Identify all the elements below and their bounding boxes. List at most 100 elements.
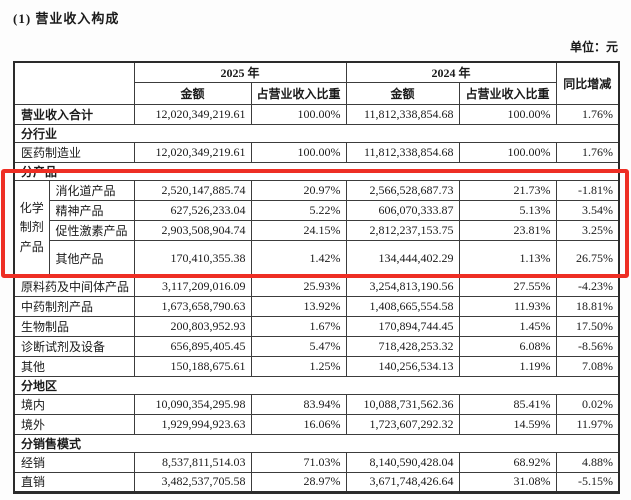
revenue-table: 2025 年 2024 年 同比增减 金额 占营业收入比重 金额 占营业收入比重… xyxy=(13,61,621,494)
row-label-cell: 境外 xyxy=(13,413,135,435)
table-row: 境内 10,090,354,295.98 83.94% 10,088,731,562.… xyxy=(13,393,620,415)
value-cell: 13.92% xyxy=(250,295,347,317)
value-cell: 2,566,528,687.73 xyxy=(345,179,460,201)
value-cell: 3,117,209,016.09 xyxy=(133,275,252,297)
group-label-text: 化学制剂产品 xyxy=(19,201,44,254)
value-cell: 170,894,744.45 xyxy=(345,315,460,337)
value-cell: 20.97% xyxy=(250,179,347,201)
section-label-cell: 分地区 xyxy=(13,375,620,395)
section-label-cell: 分行业 xyxy=(13,123,620,143)
value-cell: 0.02% xyxy=(555,393,620,415)
row-label-cell: 其他 xyxy=(13,355,135,377)
value-cell: 134,444,402.29 xyxy=(345,239,460,277)
value-cell: 2,520,147,885.74 xyxy=(133,179,252,201)
table-row: 其他 150,188,675.61 1.25% 140,256,534.13 1.19%… xyxy=(13,355,620,377)
value-cell: 24.15% xyxy=(250,219,347,241)
row-label-cell: 促性激素产品 xyxy=(48,219,135,241)
value-cell: -1.81% xyxy=(555,179,620,201)
value-cell: 23.81% xyxy=(458,219,557,241)
unit-label: 单位：元 xyxy=(569,40,618,54)
value-cell: 1.25% xyxy=(250,355,347,377)
value-cell: 656,895,405.45 xyxy=(133,335,252,357)
value-cell: 3,254,813,190.56 xyxy=(345,275,460,297)
table-row: 经销 8,537,811,514.03 71.03% 8,140,590,428.04… xyxy=(13,451,620,473)
value-cell: 100.00% xyxy=(458,103,557,125)
value-cell: 12,020,349,219.61 xyxy=(133,103,252,125)
value-cell: 11,812,338,854.68 xyxy=(345,103,460,125)
section-label-cell: 分销售模式 xyxy=(13,433,620,453)
value-cell: 16.06% xyxy=(250,413,347,435)
value-cell: 3.54% xyxy=(555,199,620,221)
value-cell: 1.19% xyxy=(458,355,557,377)
value-cell: 5.47% xyxy=(250,335,347,357)
value-cell: 12,020,349,219.61 xyxy=(133,141,252,163)
value-cell: 25.93% xyxy=(250,275,347,297)
value-cell: 17.50% xyxy=(555,315,620,337)
value-cell: 85.41% xyxy=(458,393,557,415)
row-label-cell: 直销 xyxy=(13,471,135,493)
header-amount-2025: 金额 xyxy=(133,81,252,105)
row-label-cell: 中药制剂产品 xyxy=(13,295,135,317)
value-cell: 26.75% xyxy=(555,239,620,277)
value-cell: 11,812,338,854.68 xyxy=(345,141,460,163)
table-row: 精神产品 627,526,233.04 5.22% 606,070,333.87 5.1… xyxy=(14,199,620,221)
value-cell: 14.59% xyxy=(458,413,557,435)
value-cell: 83.94% xyxy=(250,393,347,415)
table-row: 生物制品 200,803,952.93 1.67% 170,894,744.45 1.4… xyxy=(13,315,620,337)
header-amount-2024: 金额 xyxy=(345,81,460,105)
table-row: 中药制剂产品 1,673,658,790.63 13.92% 1,408,665,55… xyxy=(13,295,620,317)
row-label-cell: 消化道产品 xyxy=(48,179,135,201)
row-label-cell: 营业收入合计 xyxy=(13,103,135,125)
table-row: 分销售模式 xyxy=(13,433,620,453)
section-label-cell: 分产品 xyxy=(13,161,620,181)
value-cell: 2,812,237,153.75 xyxy=(345,219,460,241)
table-row: 促性激素产品 2,903,508,904.74 24.15% 2,812,237,15… xyxy=(14,219,620,241)
table-row: 其他产品 170,410,355.38 1.42% 134,444,402.29 1.1… xyxy=(14,239,620,277)
row-label-cell: 经销 xyxy=(13,451,135,473)
value-cell: 21.73% xyxy=(458,179,557,201)
group-label-cell: 化学制剂产品 xyxy=(13,179,50,277)
value-cell: 3,482,537,705.58 xyxy=(133,471,252,493)
value-cell: 1.13% xyxy=(458,239,557,277)
value-cell: 100.00% xyxy=(250,141,347,163)
value-cell: 1.76% xyxy=(555,141,620,163)
table-row: 分产品 xyxy=(13,161,620,181)
header-ratio-2024: 占营业收入比重 xyxy=(458,81,557,105)
value-cell: -8.56% xyxy=(555,335,620,357)
value-cell: 1,929,994,923.63 xyxy=(133,413,252,435)
table-row: 原料药及中间体产品 3,117,209,016.09 25.93% 3,254,813… xyxy=(13,275,620,297)
value-cell: 170,410,355.38 xyxy=(133,239,252,277)
row-label-cell: 境内 xyxy=(13,393,135,415)
value-cell: 68.92% xyxy=(458,451,557,473)
value-cell: 71.03% xyxy=(250,451,347,473)
row-label-cell: 原料药及中间体产品 xyxy=(13,275,135,297)
row-label-cell: 精神产品 xyxy=(48,199,135,221)
value-cell: 18.81% xyxy=(555,295,620,317)
value-cell: 606,070,333.87 xyxy=(345,199,460,221)
table-header: 2025 年 2024 年 同比增减 金额 占营业收入比重 金额 占营业收入比重 xyxy=(13,61,620,105)
value-cell: 8,537,811,514.03 xyxy=(133,451,252,473)
value-cell: 140,256,534.13 xyxy=(345,355,460,377)
table-row: 境外 1,929,994,923.63 16.06% 1,723,607,292.32… xyxy=(13,413,620,435)
value-cell: 2,903,508,904.74 xyxy=(133,219,252,241)
table-row: 营业收入合计 12,020,349,219.61 100.00% 11,812,338… xyxy=(13,103,620,125)
value-cell: 10,090,354,295.98 xyxy=(133,393,252,415)
table-row: 分地区 xyxy=(13,375,620,395)
value-cell: 3,671,748,426.64 xyxy=(345,471,460,493)
table-row: 分行业 xyxy=(13,123,620,143)
value-cell: 10,088,731,562.36 xyxy=(345,393,460,415)
value-cell: 5.13% xyxy=(458,199,557,221)
value-cell: 1,673,658,790.63 xyxy=(133,295,252,317)
value-cell: 31.08% xyxy=(458,471,557,493)
value-cell: 1,408,665,554.58 xyxy=(345,295,460,317)
value-cell: 627,526,233.04 xyxy=(133,199,252,221)
value-cell: 11.93% xyxy=(458,295,557,317)
value-cell: 8,140,590,428.04 xyxy=(345,451,460,473)
value-cell: 1.42% xyxy=(250,239,347,277)
value-cell: 1.67% xyxy=(250,315,347,337)
value-cell: 11.97% xyxy=(555,413,620,435)
value-cell: 28.97% xyxy=(250,471,347,493)
value-cell: 5.22% xyxy=(250,199,347,221)
page-title: (1) 营业收入构成 xyxy=(13,11,120,26)
